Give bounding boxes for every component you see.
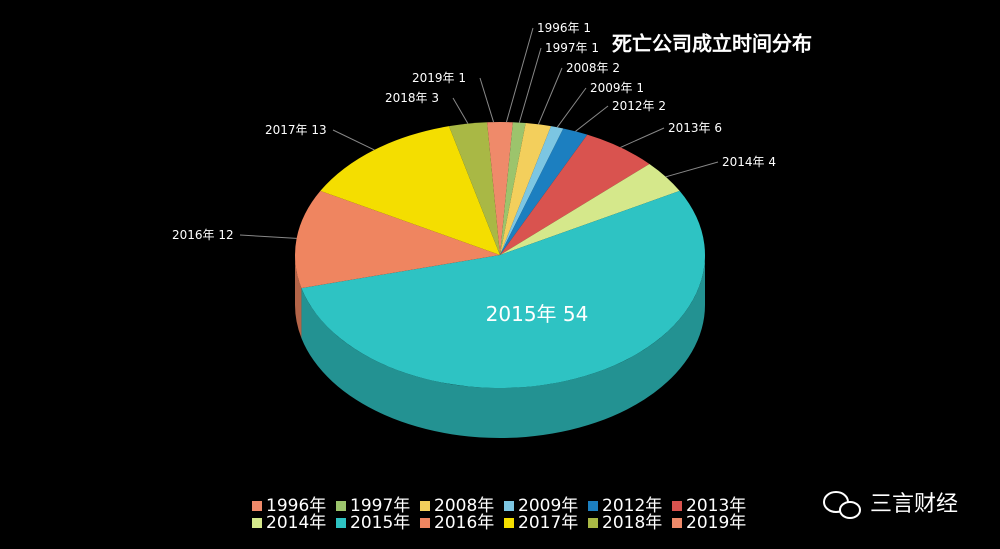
label-value: 1 <box>591 41 599 55</box>
data-label: 2012年 2 <box>612 99 666 113</box>
slice <box>320 126 500 255</box>
slice <box>487 122 500 255</box>
watermark: 三言财经 <box>870 492 958 517</box>
data-label: 1996年 1 <box>537 21 591 35</box>
slice <box>295 190 500 289</box>
slice <box>500 134 650 255</box>
legend-label: 2016年 <box>434 513 494 533</box>
label-value: 1 <box>636 81 644 95</box>
label-category: 2009年 <box>590 81 633 95</box>
label-category: 2014年 <box>722 155 765 169</box>
data-label: 1997年 1 <box>545 41 599 55</box>
label-value: 1 <box>583 21 591 35</box>
legend-label: 1996年 <box>266 496 326 516</box>
data-label: 2013年 6 <box>668 121 722 135</box>
legend-label: 2013年 <box>686 496 746 516</box>
data-label: 2019年 1 <box>412 71 466 85</box>
legend-swatch <box>420 501 430 511</box>
data-label: 2008年 2 <box>566 61 620 75</box>
leader-line <box>505 27 534 123</box>
legend-label: 2015年 <box>350 513 410 533</box>
legend-label: 2008年 <box>434 496 494 516</box>
leader-line <box>556 87 587 128</box>
label-category: 2018年 <box>385 91 428 105</box>
label-value: 2 <box>658 99 666 113</box>
slice <box>500 163 680 255</box>
watermark-icon <box>823 491 861 519</box>
slice <box>500 126 564 255</box>
leader-line <box>239 234 297 239</box>
slice-side <box>301 255 705 439</box>
data-label: 2016年 12 <box>172 228 234 242</box>
data-label: 2017年 13 <box>265 123 327 137</box>
legend-label: 2018年 <box>602 513 662 533</box>
legend-label: 1997年 <box>350 496 410 516</box>
label-value: 12 <box>218 228 233 242</box>
legend-swatch <box>336 518 346 528</box>
data-label: 2014年 4 <box>722 155 776 169</box>
label-value: 3 <box>431 91 439 105</box>
leader-line <box>452 97 469 124</box>
legend-label: 2014年 <box>266 513 326 533</box>
legend-label: 2012年 <box>602 496 662 516</box>
legend-swatch <box>588 501 598 511</box>
label-category: 2019年 <box>412 71 455 85</box>
label-value: 13 <box>311 123 326 137</box>
legend-swatch <box>252 518 262 528</box>
label-category: 2008年 <box>566 61 609 75</box>
slice <box>301 190 705 388</box>
data-label: 2015年 54 <box>486 302 589 326</box>
slice <box>449 122 500 255</box>
legend-label: 2009年 <box>518 496 578 516</box>
label-value: 1 <box>458 71 466 85</box>
label-category: 2013年 <box>668 121 711 135</box>
legend-swatch <box>420 518 430 528</box>
label-value: 2 <box>612 61 620 75</box>
label-category: 2015年 <box>486 302 557 326</box>
slice <box>500 123 551 256</box>
legend-label: 2017年 <box>518 513 578 533</box>
label-category: 2017年 <box>265 123 308 137</box>
leader-line <box>620 127 665 148</box>
leader-line <box>479 77 495 123</box>
legend-swatch <box>336 501 346 511</box>
label-value: 6 <box>714 121 722 135</box>
chart-title: 死亡公司成立时间分布 <box>612 32 812 56</box>
slice-side <box>295 255 302 339</box>
leader-line <box>332 129 375 151</box>
label-value: 4 <box>768 155 776 169</box>
legend-swatch <box>588 518 598 528</box>
leader-line <box>665 161 719 178</box>
legend-label: 2019年 <box>686 513 746 533</box>
label-category: 1996年 <box>537 21 580 35</box>
legend-swatch <box>504 501 514 511</box>
leader-line <box>537 67 563 125</box>
leader-line <box>575 105 609 132</box>
label-category: 1997年 <box>545 41 588 55</box>
legend-swatch <box>672 501 682 511</box>
leader-line <box>518 47 542 123</box>
label-value: 54 <box>563 302 588 326</box>
data-label: 2009年 1 <box>590 81 644 95</box>
legend-swatch <box>504 518 514 528</box>
data-label: 2018年 3 <box>385 91 439 105</box>
label-category: 2016年 <box>172 228 215 242</box>
label-category: 2012年 <box>612 99 655 113</box>
legend-swatch <box>672 518 682 528</box>
slice <box>500 122 526 255</box>
slice <box>500 128 588 255</box>
slice <box>500 122 513 255</box>
legend-swatch <box>252 501 262 511</box>
